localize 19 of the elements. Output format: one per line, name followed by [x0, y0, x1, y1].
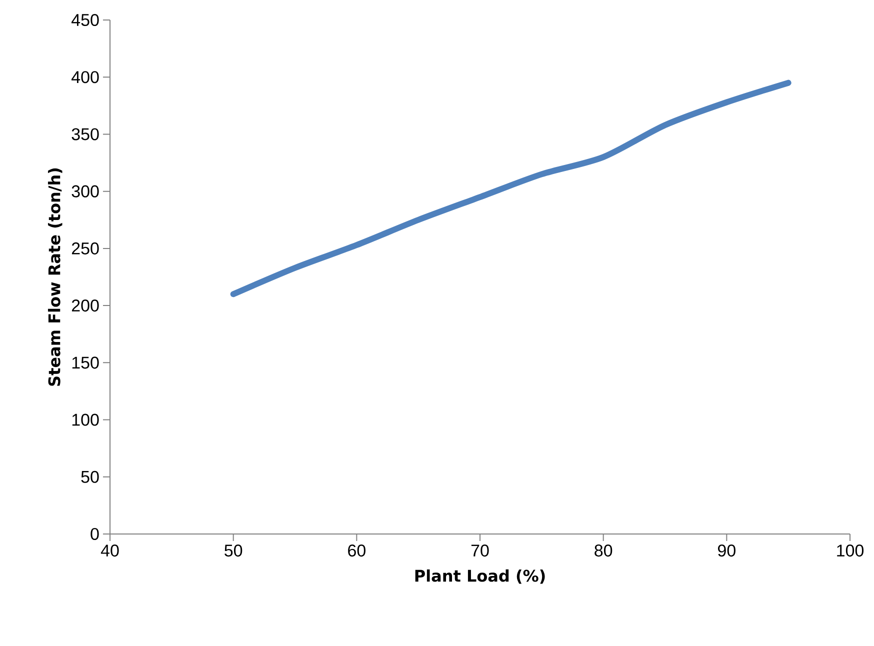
y-axis-title: Steam Flow Rate (ton/h) [48, 168, 62, 386]
y-tick-label: 150 [72, 356, 99, 369]
x-axis-title: Plant Load (%) [415, 569, 545, 584]
y-tick-label: 450 [72, 14, 99, 26]
x-tick-label: 100 [837, 544, 864, 557]
x-tick-label: 50 [224, 544, 242, 557]
y-tick-label: 300 [72, 185, 99, 198]
x-tick-label: 60 [348, 544, 366, 557]
x-tick-label: 40 [100, 544, 119, 557]
y-tick-label: 400 [72, 71, 99, 84]
y-tick-label: 100 [72, 414, 99, 426]
x-tick-label: 80 [594, 544, 612, 557]
y-tick-label: 0 [90, 528, 99, 540]
y-tick-label: 50 [81, 470, 99, 483]
x-tick-label: 70 [471, 544, 489, 557]
y-tick-label: 250 [72, 242, 99, 254]
y-tick-label: 200 [72, 300, 99, 312]
x-tick-label: 90 [718, 544, 736, 557]
y-tick-label: 350 [72, 128, 99, 140]
